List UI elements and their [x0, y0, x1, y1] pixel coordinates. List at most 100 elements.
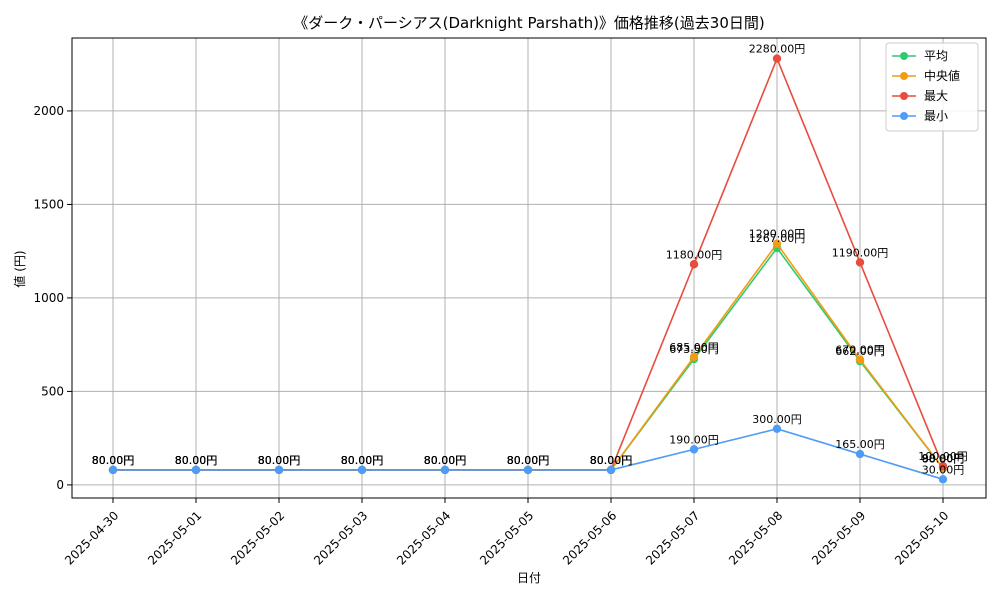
- y-tick-label: 1500: [33, 197, 64, 211]
- data-label: 90.00円: [922, 452, 965, 465]
- x-tick-label: 2025-05-02: [228, 508, 287, 567]
- data-point: [855, 258, 865, 267]
- x-tick-label: 2025-05-07: [643, 508, 702, 567]
- data-label: 2280.00円: [749, 43, 806, 56]
- data-label: 165.00円: [835, 438, 885, 451]
- data-point: [191, 465, 201, 475]
- data-label: 662.00円: [835, 345, 885, 358]
- data-point: [855, 355, 865, 364]
- legend-label: 平均: [924, 49, 948, 63]
- data-label: 100.00円: [918, 450, 968, 463]
- data-point: [606, 465, 616, 475]
- data-point: [689, 445, 699, 454]
- x-tick-label: 2025-04-30: [62, 508, 121, 567]
- legend-swatch-marker: [900, 92, 908, 100]
- data-point: [772, 424, 782, 434]
- x-axis-title: 日付: [517, 571, 541, 585]
- x-tick-label: 2025-05-04: [394, 508, 453, 567]
- data-label: 80.00円: [507, 454, 550, 467]
- legend-label: 最大: [924, 89, 948, 103]
- x-tick-label: 2025-05-01: [145, 508, 204, 567]
- data-label: 80.00円: [507, 454, 550, 467]
- legend-item: 最小: [892, 109, 948, 123]
- data-label: 80.00円: [92, 454, 135, 467]
- data-point: [689, 260, 699, 269]
- data-label: 80.00円: [341, 454, 384, 467]
- data-label: 80.00円: [175, 454, 218, 467]
- data-label: 80.00円: [258, 454, 301, 467]
- data-point: [108, 465, 118, 475]
- data-label: 1267.00円: [749, 232, 806, 245]
- data-point: [689, 352, 699, 362]
- data-label: 1190.00円: [832, 246, 889, 259]
- data-label: 80.00円: [175, 454, 218, 467]
- grid: [72, 38, 986, 498]
- y-tick-label: 2000: [33, 104, 64, 118]
- data-label: 80.00円: [590, 454, 633, 467]
- data-label: 190.00円: [669, 433, 719, 446]
- legend-swatch-marker: [900, 52, 908, 60]
- data-label: 80.00円: [424, 454, 467, 467]
- data-label: 1180.00円: [666, 248, 723, 261]
- data-label: 80.00円: [258, 454, 301, 467]
- data-label: 80.00円: [590, 454, 633, 467]
- data-label: 80.00円: [258, 454, 301, 467]
- x-tick-label: 2025-05-08: [726, 508, 785, 567]
- data-label: 80.00円: [590, 454, 633, 467]
- data-label: 80.00円: [92, 454, 135, 467]
- legend-swatch-marker: [900, 72, 908, 80]
- legend-item: 平均: [892, 49, 948, 63]
- series-lines: [108, 54, 948, 484]
- x-tick-label: 2025-05-09: [809, 508, 868, 567]
- data-point: [772, 239, 782, 248]
- data-point: [274, 465, 284, 475]
- legend-label: 中央値: [924, 68, 960, 83]
- data-label: 80.00円: [424, 454, 467, 467]
- data-label: 80.00円: [507, 454, 550, 467]
- data-label: 80.00円: [507, 454, 550, 467]
- legend-item: 中央値: [892, 68, 960, 83]
- data-label: 80.00円: [92, 454, 135, 467]
- data-point: [772, 54, 782, 63]
- data-label: 80.00円: [424, 454, 467, 467]
- plot-area-frame: [71, 37, 987, 499]
- x-tick-label: 2025-05-06: [560, 508, 619, 567]
- data-label: 80.00円: [590, 454, 633, 467]
- data-label: 670.00円: [835, 344, 885, 357]
- data-label: 80.00円: [424, 454, 467, 467]
- data-label: 80.00円: [341, 454, 384, 467]
- x-tick-label: 2025-05-10: [892, 508, 951, 567]
- data-point: [855, 449, 865, 459]
- chart-title: 《ダーク・パーシアス(Darknight Parshath)》価格推移(過去30…: [293, 14, 764, 32]
- data-label: 673.50円: [669, 343, 719, 356]
- data-label: 88.80円: [922, 452, 965, 465]
- data-label: 1290.00円: [749, 228, 806, 241]
- data-point: [357, 465, 367, 475]
- data-label: 685.00円: [669, 341, 719, 354]
- series-最小: [108, 424, 948, 484]
- data-point: [523, 465, 533, 475]
- y-tick-label: 0: [56, 478, 64, 492]
- data-label: 300.00円: [752, 413, 802, 426]
- data-label: 80.00円: [341, 454, 384, 467]
- data-label: 80.00円: [175, 454, 218, 467]
- data-label: 80.00円: [258, 454, 301, 467]
- x-tick-label: 2025-05-03: [311, 508, 370, 567]
- x-tick-label: 2025-05-05: [477, 508, 536, 567]
- legend-item: 最大: [892, 89, 948, 103]
- y-tick-label: 1000: [33, 291, 64, 305]
- data-label: 80.00円: [92, 454, 135, 467]
- data-label: 80.00円: [175, 454, 218, 467]
- legend-box: [885, 42, 979, 132]
- y-tick-label: 500: [41, 384, 64, 398]
- legend-label: 最小: [924, 109, 948, 123]
- data-point: [938, 462, 948, 471]
- y-axis-title: 値 (円): [12, 250, 27, 287]
- data-label: 80.00円: [341, 454, 384, 467]
- legend-swatch-marker: [900, 112, 908, 120]
- data-point: [440, 465, 450, 475]
- data-labels: 80.00円 80.00円 80.00円 80.00円 80.00円 80.00円 80.0…: [92, 43, 968, 477]
- data-label: 30.00円: [922, 463, 965, 476]
